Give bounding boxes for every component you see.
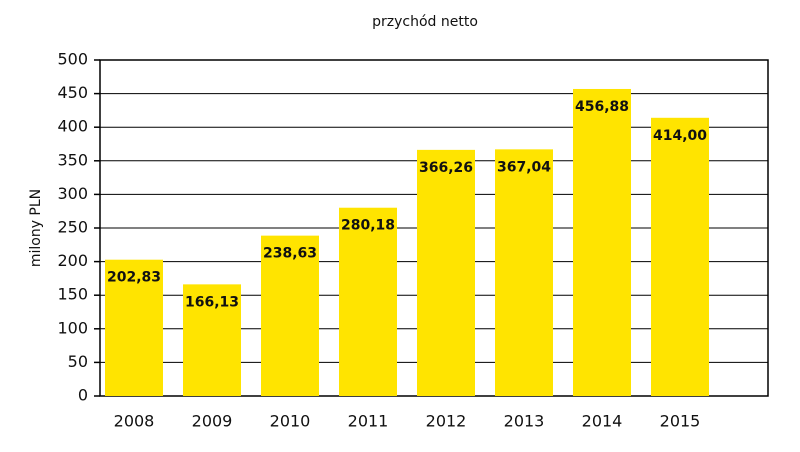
x-tick-label: 2015 — [660, 412, 701, 431]
bar — [495, 149, 553, 396]
value-label: 280,18 — [341, 218, 395, 234]
x-tick-label: 2014 — [582, 412, 623, 431]
x-tick-label: 2013 — [504, 412, 545, 431]
value-label: 366,26 — [419, 160, 473, 176]
y-axis-label: milony PLN — [28, 189, 44, 267]
y-tick-label: 350 — [57, 150, 88, 169]
y-tick-label: 150 — [57, 285, 88, 304]
y-tick-label: 450 — [57, 83, 88, 102]
x-tick-label: 2009 — [192, 412, 233, 431]
y-tick-label: 400 — [57, 117, 88, 136]
value-label: 202,83 — [107, 270, 161, 286]
x-tick-label: 2008 — [114, 412, 155, 431]
bar — [573, 88, 631, 397]
x-tick-label: 2012 — [426, 412, 467, 431]
value-label: 414,00 — [653, 128, 707, 144]
value-label: 166,13 — [185, 294, 239, 310]
bar — [105, 259, 163, 396]
y-tick-label: 50 — [68, 352, 88, 371]
value-label: 367,04 — [497, 159, 551, 175]
y-tick-label: 300 — [57, 184, 88, 203]
y-tick-label: 200 — [57, 251, 88, 270]
y-tick-label: 250 — [57, 218, 88, 237]
y-tick-label: 100 — [57, 318, 88, 337]
bar — [651, 117, 709, 397]
y-tick-label: 500 — [57, 50, 88, 69]
chart-title: przychód netto — [372, 14, 478, 30]
x-tick-label: 2011 — [348, 412, 389, 431]
y-tick-label: 0 — [78, 386, 88, 405]
bar — [339, 207, 397, 396]
bar — [183, 284, 241, 396]
x-tick-label: 2010 — [270, 412, 311, 431]
bar — [261, 235, 319, 396]
bar — [417, 149, 475, 396]
value-label: 456,88 — [575, 99, 629, 115]
value-label: 238,63 — [263, 246, 317, 262]
